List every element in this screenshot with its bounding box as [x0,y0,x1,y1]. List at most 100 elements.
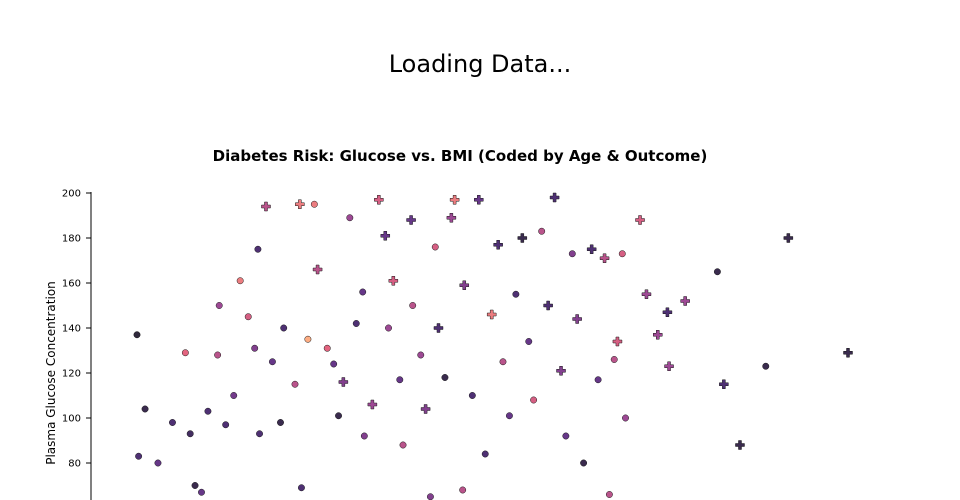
data-point-circle [352,320,360,327]
data-point-circle [304,335,312,343]
data-point-circle [133,331,141,339]
data-point-circle [215,302,223,309]
data-point-circle [459,486,467,494]
data-point-circle [622,414,629,422]
data-point-circle [499,358,507,366]
y-axis-ticks: 80 100 120 140 160 180 200 [62,189,91,470]
data-points [133,192,853,500]
data-point-cross [312,264,323,275]
data-point-circle [310,200,318,208]
data-point-cross [635,215,645,225]
data-point-circle [204,407,212,415]
data-point-circle [594,376,602,384]
data-point-cross [261,201,271,212]
data-point-cross [653,330,663,340]
y-tick-label: 200 [62,189,81,200]
data-point-cross [662,307,673,317]
data-point-cross [388,276,399,286]
data-point-cross [719,379,729,389]
data-point-circle [335,412,342,420]
data-point-circle [426,493,434,500]
loading-status: Loading Data... [388,50,572,78]
data-point-circle [154,459,162,467]
data-point-cross [486,309,497,320]
data-point-circle [236,277,244,285]
data-point-circle [618,250,626,258]
data-point-cross [459,280,470,290]
data-point-cross [295,199,305,209]
data-point-circle [762,362,770,370]
data-point-cross [517,233,528,243]
data-point-circle [562,432,570,440]
data-point-circle [512,290,520,298]
data-point-circle [297,484,305,492]
data-point-cross [543,300,553,311]
data-point-cross [572,314,582,324]
data-point-circle [538,227,546,235]
data-point-circle [256,430,263,438]
data-point-circle [431,243,439,251]
data-point-cross [599,253,610,263]
data-point-circle [713,268,721,276]
data-point-circle [230,392,238,399]
data-point-circle [251,344,259,352]
data-point-circle [525,338,533,345]
data-point-circle [222,421,230,429]
data-point-cross [446,213,457,223]
data-point-cross [641,289,652,299]
data-point-cross [406,215,416,225]
data-point-circle [359,288,367,296]
data-point-cross [493,240,503,250]
y-tick-label: 160 [62,279,81,290]
data-point-circle [268,358,276,366]
data-point-circle [244,313,252,321]
data-point-cross [380,231,391,241]
data-point-cross [843,348,853,358]
chart-title: Diabetes Risk: Glucose vs. BMI (Coded by… [212,147,708,165]
data-point-circle [277,419,284,426]
data-point-circle [360,432,368,440]
data-point-circle [254,245,262,253]
data-point-cross [612,336,623,347]
data-point-circle [141,405,149,413]
data-point-cross [474,195,484,205]
data-point-cross [783,233,794,243]
data-point-circle [468,392,476,399]
y-axis-label: Plasma Glucose Concentration [44,281,58,465]
data-point-cross [449,195,460,205]
data-point-circle [280,324,288,332]
data-point-cross [556,366,566,376]
data-point-circle [198,488,205,496]
y-tick-label: 140 [62,324,81,335]
data-point-circle [214,351,222,359]
data-point-cross [680,296,690,306]
data-point-circle [181,349,189,357]
y-tick-label: 180 [62,234,81,245]
data-point-circle [186,430,194,438]
data-point-circle [605,491,613,498]
y-tick-label: 80 [68,459,81,470]
data-point-cross [664,361,674,371]
data-point-circle [135,452,143,460]
data-point-cross [549,192,560,203]
data-point-circle [481,450,489,458]
data-point-circle [291,380,299,388]
data-point-circle [441,374,449,381]
data-point-circle [169,419,176,426]
data-point-circle [346,214,354,222]
data-point-circle [330,360,338,368]
data-point-circle [323,344,331,352]
data-point-circle [399,441,407,449]
data-point-cross [338,377,349,387]
data-point-cross [420,404,431,414]
data-point-cross [374,195,384,205]
data-point-circle [417,351,425,359]
data-point-circle [568,250,576,258]
data-point-circle [505,412,513,420]
data-point-cross [586,244,597,254]
data-point-circle [191,482,199,489]
y-tick-label: 120 [62,369,81,380]
data-point-circle [530,396,538,404]
data-point-circle [385,324,392,332]
